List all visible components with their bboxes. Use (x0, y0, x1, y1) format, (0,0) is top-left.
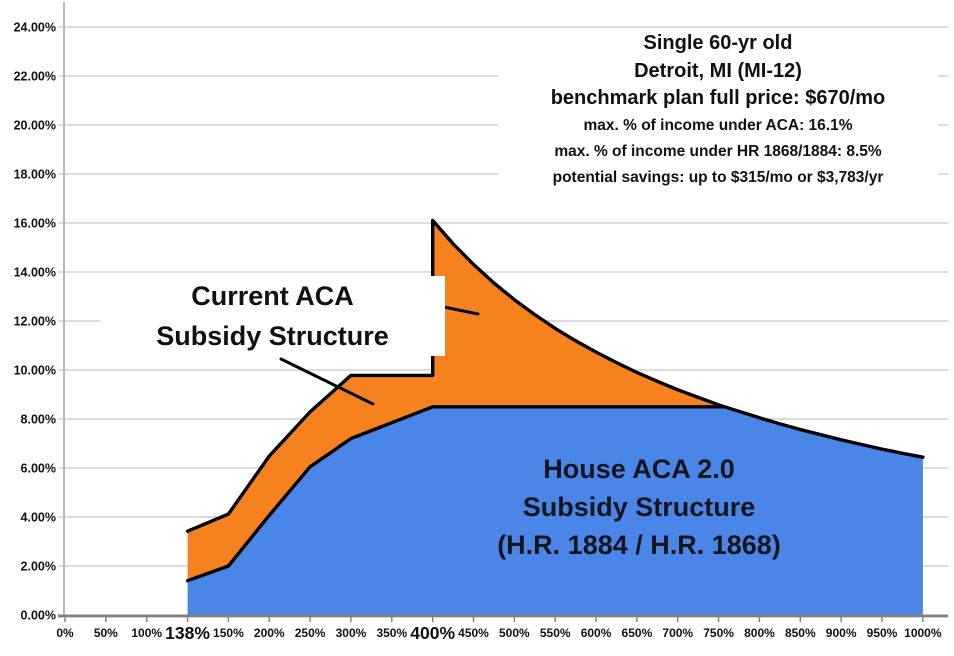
y-tick-label: 12.00% (14, 315, 56, 329)
info-line-savings: potential savings: up to $315/mo or $3,7… (552, 168, 884, 186)
x-tick-label: 450% (458, 626, 489, 640)
y-tick-label: 4.00% (21, 511, 56, 525)
x-tick-label: 550% (540, 626, 571, 640)
y-tick-label: 6.00% (21, 462, 56, 476)
house-aca-line (185, 405, 925, 583)
aca-structure-label: Current ACA Subsidy Structure (100, 276, 445, 356)
y-tick-label: 2.00% (21, 560, 56, 574)
x-tick-label: 500% (499, 626, 530, 640)
y-tick-label: 18.00% (14, 168, 56, 182)
x-tick-label: 150% (213, 626, 244, 640)
x-axis-labels: 0% 50% 100% 138% 150% 200% 250% 300% 350% 400% 450… (56, 617, 942, 643)
x-tick-label: 1000% (904, 626, 942, 640)
x-tick-label: 600% (581, 626, 612, 640)
house-label-line1: House ACA 2.0 (543, 454, 735, 484)
x-tick-label: 350% (376, 626, 407, 640)
x-tick-label: 300% (336, 626, 367, 640)
x-tick-label: 400% (410, 623, 455, 643)
x-tick-label: 0% (56, 626, 74, 640)
info-line-subject: Single 60-yr old (643, 32, 793, 54)
house-structure-label: House ACA 2.0 Subsidy Structure (H.R. 18… (443, 450, 835, 564)
current-aca-line (185, 218, 726, 533)
x-tick-label: 850% (785, 626, 816, 640)
y-tick-label: 10.00% (14, 364, 56, 378)
y-axis-labels: 0.00% 2.00% 4.00% 6.00% 8.00% 10.00% 12.00% 14.… (14, 21, 56, 623)
y-tick-label: 24.00% (14, 21, 56, 35)
info-line-benchmark: benchmark plan full price: $670/mo (550, 87, 886, 109)
info-line-location: Detroit, MI (MI-12) (634, 59, 802, 82)
x-tick-label: 250% (295, 626, 326, 640)
x-tick-label: 900% (826, 626, 857, 640)
y-tick-label: 22.00% (14, 70, 56, 84)
x-tick-label: 650% (622, 626, 653, 640)
x-tick-label: 800% (744, 626, 775, 640)
y-tick-label: 8.00% (21, 413, 56, 427)
house-label-line2: Subsidy Structure (522, 492, 756, 522)
leader-line (279, 357, 375, 406)
info-box: Single 60-yr old Detroit, MI (MI-12) ben… (498, 30, 938, 191)
y-tick-label: 16.00% (14, 217, 56, 231)
current-aca-area (187, 220, 725, 581)
x-tick-label: 100% (131, 626, 162, 640)
info-line-max-aca: max. % of income under ACA: 16.1% (583, 116, 853, 134)
house-aca-area (187, 406, 923, 615)
y-tick-label: 14.00% (14, 266, 56, 280)
aca-label-line1: Current ACA (191, 281, 354, 311)
x-tick-label: 700% (662, 626, 693, 640)
x-tick-label: 950% (867, 626, 898, 640)
house-label-line3: (H.R. 1884 / H.R. 1868) (497, 530, 781, 560)
x-tick-label: 200% (254, 626, 285, 640)
aca-label-line2: Subsidy Structure (156, 321, 389, 351)
y-tick-label: 0.00% (21, 609, 56, 623)
x-tick-label: 138% (165, 623, 210, 643)
y-tick-label: 20.00% (14, 119, 56, 133)
info-line-max-hr: max. % of income under HR 1868/1884: 8.5… (554, 142, 882, 160)
x-tick-label: 50% (94, 626, 118, 640)
x-tick-label: 750% (703, 626, 734, 640)
